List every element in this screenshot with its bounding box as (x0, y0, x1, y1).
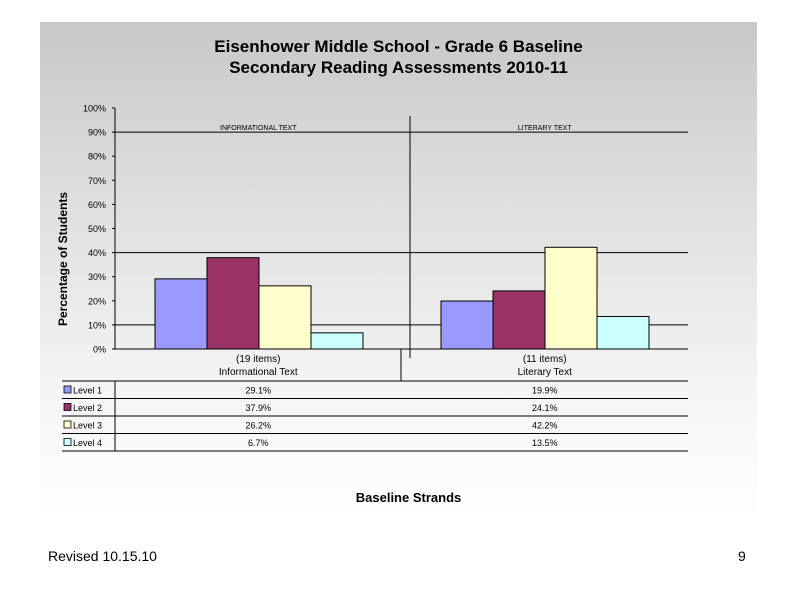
table-value-cell: 13.5% (532, 438, 558, 448)
y-tick-label: 10% (88, 320, 106, 330)
bar (206, 257, 260, 350)
legend-swatch (63, 438, 72, 446)
revised-date: Revised 10.15.10 (48, 548, 157, 564)
y-tick-label: 50% (88, 224, 106, 234)
category-items-label: (11 items) (523, 354, 567, 365)
legend-label: Level 3 (73, 420, 102, 430)
y-tick-label: 60% (88, 200, 106, 210)
legend-swatch (63, 385, 72, 394)
chart-panel (40, 22, 757, 517)
legend-label: Level 4 (73, 438, 102, 448)
chart-title: Eisenhower Middle School - Grade 6 Basel… (214, 37, 583, 56)
chart-subtitle: Secondary Reading Assessments 2010-11 (229, 58, 568, 77)
bar (596, 315, 650, 350)
legend-swatch (63, 420, 72, 429)
y-tick-label: 100% (83, 104, 106, 114)
chart-title-block: Eisenhower Middle School - Grade 6 Basel… (40, 36, 757, 78)
bar (154, 278, 208, 350)
bar (258, 285, 312, 350)
page-number: 9 (738, 548, 746, 564)
category-name-label: Informational Text (219, 367, 298, 378)
table-value-cell: 24.1% (532, 403, 558, 413)
y-tick-label: 90% (88, 128, 106, 138)
y-tick-label: 30% (88, 272, 106, 282)
bar (544, 246, 598, 350)
group-header-label: INFORMATIONAL TEXT (220, 125, 297, 132)
x-axis-label: Baseline Strands (355, 490, 462, 505)
table-value-cell: 26.2% (245, 420, 271, 430)
table-value-cell: 37.9% (245, 403, 271, 413)
bar (492, 290, 546, 350)
table-value-cell: 6.7% (248, 438, 269, 448)
legend-label: Level 2 (73, 403, 102, 413)
bar (310, 332, 364, 350)
bar (440, 300, 494, 350)
y-tick-label: 80% (88, 152, 106, 162)
table-value-cell: 42.2% (532, 420, 558, 430)
group-header-label: LITERARY TEXT (518, 125, 572, 132)
y-tick-label: 0% (93, 345, 106, 355)
y-tick-label: 40% (88, 248, 106, 258)
table-value-cell: 29.1% (245, 385, 271, 395)
legend-label: Level 1 (73, 385, 102, 395)
y-tick-label: 70% (88, 176, 106, 186)
category-name-label: Literary Text (518, 367, 573, 378)
category-items-label: (19 items) (236, 354, 280, 365)
legend-swatch (63, 403, 72, 411)
table-value-cell: 19.9% (532, 385, 558, 395)
y-axis-label: Percentage of Students (56, 191, 70, 327)
y-tick-label: 20% (88, 296, 106, 306)
